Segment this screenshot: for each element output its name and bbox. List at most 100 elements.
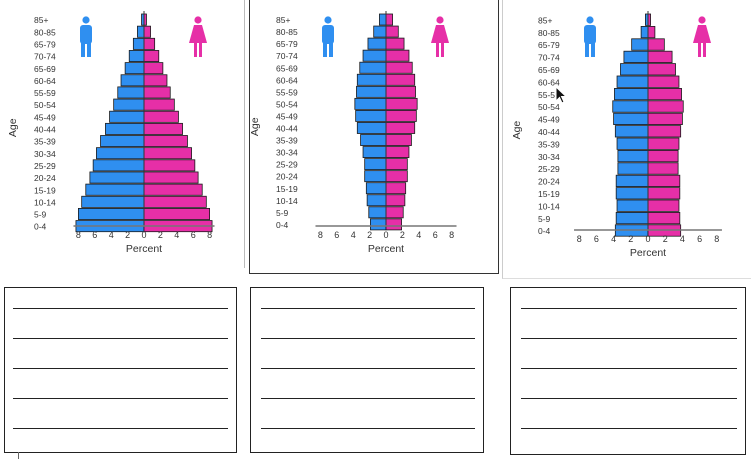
age-tick-label: 25-29 [34, 161, 56, 171]
age-tick-label: 5-9 [34, 210, 47, 220]
x-axis-title: Percent [368, 243, 404, 255]
pyramid-chart-2: 85+80-8565-7970-7465-6960-6455-5950-5445… [250, 11, 457, 255]
female-bar [143, 74, 168, 87]
female-bar [143, 25, 151, 38]
x-tick-label: 2 [663, 234, 668, 244]
male-body [80, 25, 92, 44]
answer-box-1[interactable] [4, 287, 237, 453]
writing-line [261, 308, 475, 309]
male-figure-icon [80, 16, 92, 57]
female-figure-icon [431, 16, 449, 57]
female-bar [647, 137, 680, 150]
age-tick-label: 60-64 [34, 76, 56, 86]
male-head [324, 16, 332, 24]
male-leg [81, 42, 85, 57]
male-bar [96, 147, 145, 160]
male-bar [366, 194, 387, 207]
x-tick-label: 2 [628, 234, 633, 244]
age-tick-label: 40-44 [538, 127, 560, 137]
male-bar [85, 183, 145, 196]
male-bar [615, 211, 649, 225]
female-bar [385, 218, 402, 231]
male-figure-icon [322, 16, 334, 57]
male-body [584, 25, 596, 44]
female-leg [441, 42, 444, 57]
answer-box-2[interactable] [250, 287, 484, 453]
pyramid-panel-1: 85+ 80-85 65-79 70-74 65-69 60-64 55-59 50-54 45… [0, 0, 243, 268]
male-bar [117, 86, 145, 99]
male-bar [355, 110, 387, 122]
x-tick-label: 8 [207, 230, 212, 240]
female-bar [647, 112, 683, 125]
writing-line [261, 398, 475, 399]
male-bar [137, 25, 145, 38]
age-tick-label: 70-74 [276, 51, 298, 61]
age-tick-label: 5-9 [538, 214, 551, 224]
male-bar [364, 158, 387, 171]
age-tick-label: 65-79 [34, 39, 56, 49]
age-tick-label: 65-69 [276, 63, 298, 73]
female-bar [385, 37, 405, 50]
male-leg [323, 42, 327, 57]
age-tick-label: 30-34 [276, 148, 298, 158]
age-tick-label: 70-74 [34, 52, 56, 62]
male-bar [105, 122, 145, 135]
x-tick-label: 8 [714, 234, 719, 244]
male-bar [612, 100, 649, 113]
x-tick-label: 2 [125, 230, 130, 240]
female-bar [143, 86, 171, 99]
female-bar [385, 61, 413, 74]
x-tick-label: 6 [92, 230, 97, 240]
writing-line [261, 428, 475, 429]
male-bar [81, 195, 145, 208]
female-bar [647, 149, 679, 163]
female-bar [647, 211, 681, 225]
female-bar [143, 195, 207, 208]
age-tick-label: 10-14 [276, 196, 298, 206]
age-tick-label: 0-4 [538, 226, 551, 236]
male-bar [359, 61, 387, 74]
x-tick-label: 4 [109, 230, 114, 240]
female-bar [647, 50, 673, 64]
age-tick-label: 0-4 [276, 220, 289, 230]
age-tick-label: 35-39 [538, 139, 560, 149]
x-tick-label: 6 [433, 230, 438, 240]
age-tick-label: 45-49 [538, 115, 560, 125]
age-tick-label: 85+ [276, 15, 290, 25]
x-axis-title: Percent [126, 243, 162, 255]
male-bar [615, 174, 649, 187]
x-tick-label: 2 [367, 230, 372, 240]
age-tick-label: 50-54 [34, 100, 56, 110]
writing-line [13, 428, 228, 429]
age-tick-label: 80-85 [276, 27, 298, 37]
male-bar [100, 135, 145, 148]
page-mark [18, 452, 19, 459]
male-bar [356, 85, 387, 98]
x-tick-label: 2 [158, 230, 163, 240]
female-dress [431, 25, 449, 43]
y-axis-title: Age [511, 121, 523, 140]
female-bar [385, 110, 417, 122]
male-bar [615, 187, 649, 200]
male-leg [591, 42, 595, 57]
x-tick-label: 4 [351, 230, 356, 240]
x-tick-label: 6 [594, 234, 599, 244]
answer-box-3[interactable] [510, 287, 746, 455]
female-dress [693, 25, 711, 43]
writing-line [13, 338, 228, 339]
male-bar [616, 137, 649, 150]
age-tick-label: 65-69 [34, 64, 56, 74]
x-tick-label: 4 [680, 234, 685, 244]
male-bar [89, 171, 145, 184]
male-bar [356, 122, 387, 134]
male-bar [78, 207, 145, 220]
male-body [322, 25, 334, 44]
age-tick-label: 15-19 [276, 184, 298, 194]
female-bar [385, 146, 410, 159]
x-tick-label: 4 [416, 230, 421, 240]
female-bar [385, 194, 406, 207]
age-tick-label: 55-59 [34, 88, 56, 98]
pyramid-chart-3: 85+80-8565-7970-7465-6960-6455-5950-5445… [511, 11, 722, 259]
female-bar [647, 38, 665, 51]
writing-line [13, 368, 228, 369]
